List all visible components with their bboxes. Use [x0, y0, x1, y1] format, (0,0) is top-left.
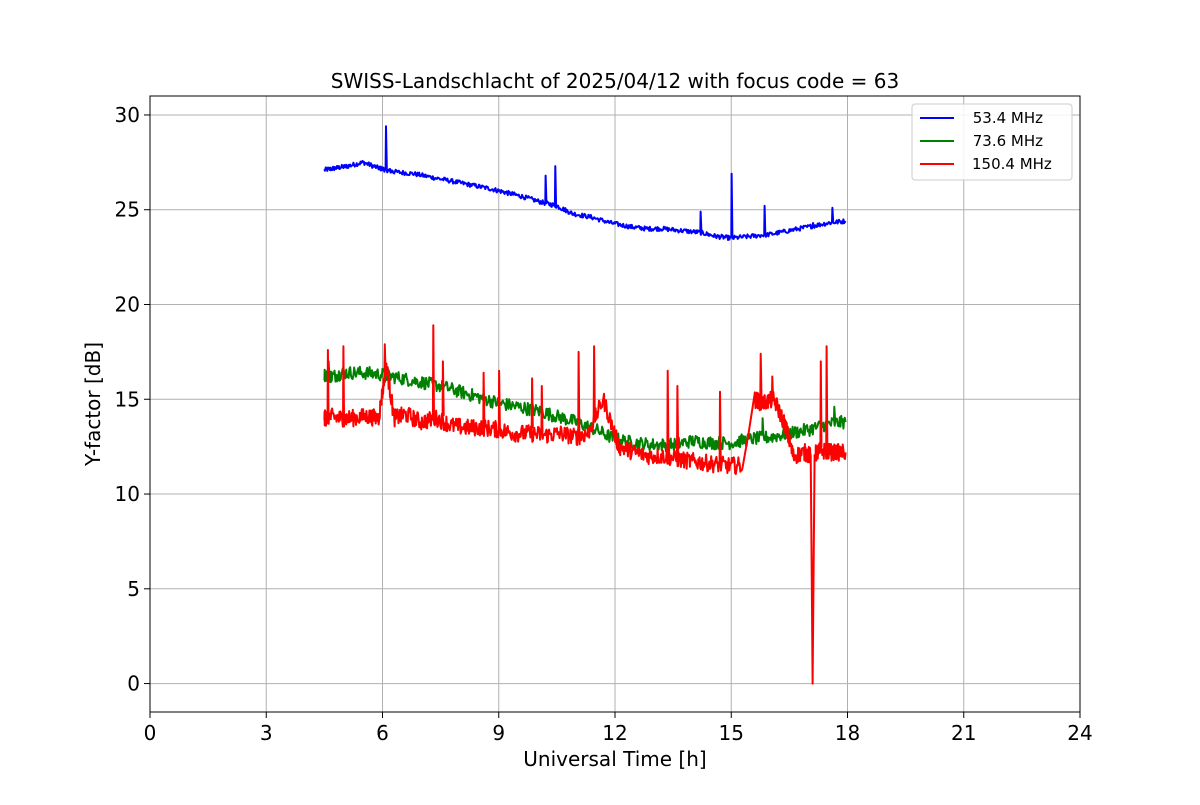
x-tick-label: 21	[951, 721, 976, 745]
x-axis-ticks: 0 3 6 9 12 15 18 21 24	[144, 712, 1093, 745]
series-layer	[323, 125, 847, 685]
legend-entry-150-4-mhz: 150.4 MHz	[972, 155, 1052, 173]
legend-entry-73-6-mhz: 73.6 MHz	[968, 132, 1043, 150]
y-tick-label: 5	[127, 577, 140, 601]
x-tick-label: 24	[1067, 721, 1092, 745]
legend-entry-53-4-mhz: 53.4 MHz	[968, 109, 1043, 127]
x-tick-label: 15	[719, 721, 744, 745]
y-tick-label: 0	[127, 672, 140, 696]
x-tick-label: 0	[144, 721, 157, 745]
x-tick-label: 9	[492, 721, 505, 745]
y-tick-label: 10	[115, 482, 140, 506]
y-tick-label: 20	[115, 292, 140, 316]
x-tick-label: 3	[260, 721, 273, 745]
chart-title: SWISS-Landschlacht of 2025/04/12 with fo…	[331, 69, 899, 93]
x-tick-label: 6	[376, 721, 389, 745]
y-tick-label: 15	[115, 387, 140, 411]
legend-box	[911, 103, 1073, 181]
y-axis-label: Y-factor [dB]	[81, 342, 105, 467]
y-tick-label: 25	[115, 198, 140, 222]
series-line-150-4-mhz	[323, 324, 847, 685]
y-tick-label: 30	[115, 103, 140, 127]
grid-lines	[149, 96, 1081, 712]
x-tick-label: 12	[602, 721, 627, 745]
x-axis-label: Universal Time [h]	[523, 747, 706, 771]
legend: 53.4 MHz 73.6 MHz 150.4 MHz	[911, 103, 1073, 181]
series-line-53-4-mhz	[323, 125, 847, 241]
x-tick-label: 18	[835, 721, 860, 745]
y-axis-ticks: 0 5 10 15 20 25 30	[115, 103, 150, 696]
